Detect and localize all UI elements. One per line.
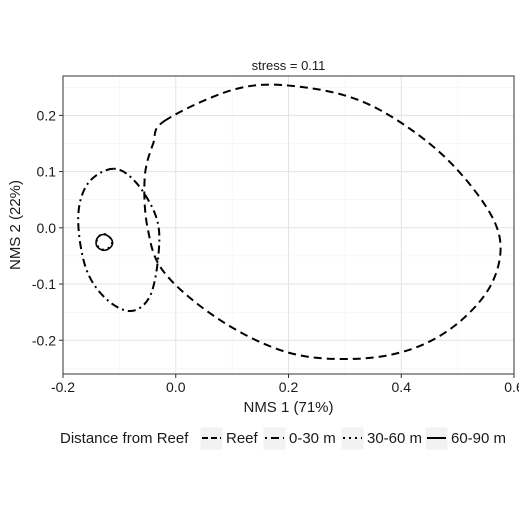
x-axis-label: NMS 1 (71%) — [243, 399, 333, 416]
ellipse-0-30m — [77, 167, 161, 313]
y-tick-label: 0.0 — [37, 220, 57, 236]
x-tick-label: 0.6 — [504, 379, 519, 395]
legend-entry-label: 60-90 m — [451, 430, 506, 447]
legend-title: Distance from Reef — [60, 430, 189, 447]
legend-entry-label: 0-30 m — [289, 430, 336, 447]
x-tick-label: 0.0 — [166, 379, 186, 395]
chart-title: stress = 0.11 — [252, 58, 326, 73]
y-tick-label: 0.2 — [37, 107, 57, 123]
legend-entry-label: 30-60 m — [367, 430, 422, 447]
y-tick-label: 0.1 — [37, 164, 57, 180]
y-axis-label: NMS 2 (22%) — [7, 180, 24, 270]
y-tick-label: -0.1 — [32, 276, 56, 292]
x-tick-label: -0.2 — [51, 379, 75, 395]
ellipse-60-90m — [95, 233, 114, 252]
x-tick-label: 0.2 — [279, 379, 299, 395]
y-tick-label: -0.2 — [32, 332, 56, 348]
legend-key-box — [340, 426, 365, 451]
x-tick-label: 0.4 — [392, 379, 412, 395]
legend-entry-label: Reef — [226, 430, 259, 447]
